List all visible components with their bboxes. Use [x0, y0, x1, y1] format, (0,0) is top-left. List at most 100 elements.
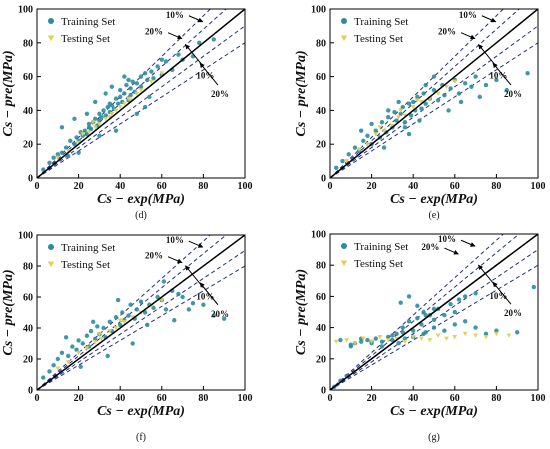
training-point — [63, 145, 69, 150]
training-point — [386, 334, 391, 340]
testing-point — [444, 336, 449, 341]
training-point — [398, 111, 403, 116]
training-point — [186, 307, 192, 312]
training-point — [180, 294, 185, 300]
training-point — [463, 81, 468, 86]
testing-point — [99, 336, 104, 342]
training-point — [101, 108, 106, 113]
training-point — [419, 322, 424, 327]
training-point — [201, 302, 206, 307]
plot-frame — [36, 234, 246, 391]
y-axis-label: Cs − pre(MPa) — [294, 269, 309, 355]
x-tick-label: 20 — [74, 181, 84, 192]
y-tick-label: 100 — [18, 5, 33, 16]
y-tick-label: 0 — [28, 386, 33, 397]
training-point — [128, 302, 133, 307]
testing-point — [109, 111, 115, 117]
panel-caption: (g) — [428, 432, 440, 443]
training-point — [197, 40, 202, 45]
x-axis-label: Cs − exp(MPa) — [390, 404, 478, 419]
training-point — [473, 291, 478, 296]
training-point — [88, 328, 94, 334]
y-axis-label: Cs − pre(MPa) — [1, 269, 16, 355]
lower-20-line — [330, 42, 538, 178]
training-point — [494, 328, 499, 333]
training-point — [473, 325, 478, 330]
training-point — [78, 364, 83, 369]
legend-training-label: Training Set — [61, 16, 115, 28]
ideal-line — [37, 235, 245, 390]
training-point — [113, 314, 119, 320]
band-label: 10% — [489, 291, 507, 301]
training-point — [74, 347, 79, 352]
band-label: 20% — [211, 89, 229, 99]
band-label: 10% — [438, 234, 456, 244]
training-point — [88, 126, 94, 132]
training-point — [99, 114, 104, 120]
testing-point — [398, 108, 404, 113]
testing-point — [365, 142, 370, 147]
training-point — [406, 131, 412, 137]
lower-10-line — [37, 250, 245, 390]
testing-point — [55, 155, 61, 161]
testing-point — [149, 79, 154, 85]
training-point — [55, 152, 60, 157]
training-point — [134, 307, 140, 312]
training-point — [431, 325, 437, 330]
training-point — [128, 86, 133, 91]
x-tick-label: 100 — [238, 181, 253, 192]
training-point — [93, 116, 98, 122]
y-tick-label: 60 — [23, 72, 33, 83]
testing-point — [107, 115, 113, 120]
testing-point — [97, 122, 102, 127]
band-label: 20% — [145, 251, 163, 261]
y-tick-label: 80 — [23, 38, 33, 49]
legend-training-label: Training Set — [354, 16, 408, 28]
training-point — [59, 350, 65, 355]
training-point — [59, 150, 65, 155]
training-point — [95, 324, 100, 329]
y-tick-label: 100 — [18, 231, 33, 242]
y-tick-label: 60 — [23, 293, 33, 304]
training-point — [130, 79, 135, 84]
band-label: 20% — [421, 242, 439, 252]
testing-point — [92, 340, 98, 345]
training-point — [115, 297, 121, 303]
testing-point — [113, 108, 119, 113]
training-point — [348, 342, 353, 347]
training-point — [415, 316, 420, 321]
lower-10-line — [330, 25, 538, 178]
training-point — [211, 313, 216, 318]
training-point — [463, 319, 468, 324]
training-point — [406, 319, 412, 324]
training-point — [59, 125, 65, 130]
training-point — [138, 299, 144, 304]
testing-point — [360, 336, 366, 341]
training-point — [163, 59, 169, 64]
legend-training-label: Training Set — [61, 242, 115, 254]
plot-area — [37, 235, 245, 390]
training-point — [431, 317, 437, 322]
legend-training-marker — [341, 18, 347, 24]
testing-point — [494, 331, 499, 337]
training-point — [122, 91, 127, 96]
y-tick-label: 20 — [23, 355, 33, 366]
testing-point — [344, 159, 350, 164]
training-point — [151, 76, 156, 81]
testing-point — [402, 339, 408, 345]
training-point — [124, 82, 129, 88]
upper-10-line — [37, 235, 227, 390]
testing-point — [435, 333, 441, 338]
training-point — [415, 94, 420, 100]
testing-point — [410, 105, 416, 110]
band-label: 10% — [196, 292, 214, 302]
training-point — [93, 99, 98, 105]
testing-point — [444, 84, 449, 90]
training-point — [72, 116, 77, 122]
x-tick-label: 40 — [408, 393, 418, 404]
band-label-arrow — [492, 62, 512, 86]
y-tick-label: 0 — [28, 174, 33, 185]
training-point — [396, 341, 401, 346]
x-tick-label: 60 — [157, 181, 167, 192]
